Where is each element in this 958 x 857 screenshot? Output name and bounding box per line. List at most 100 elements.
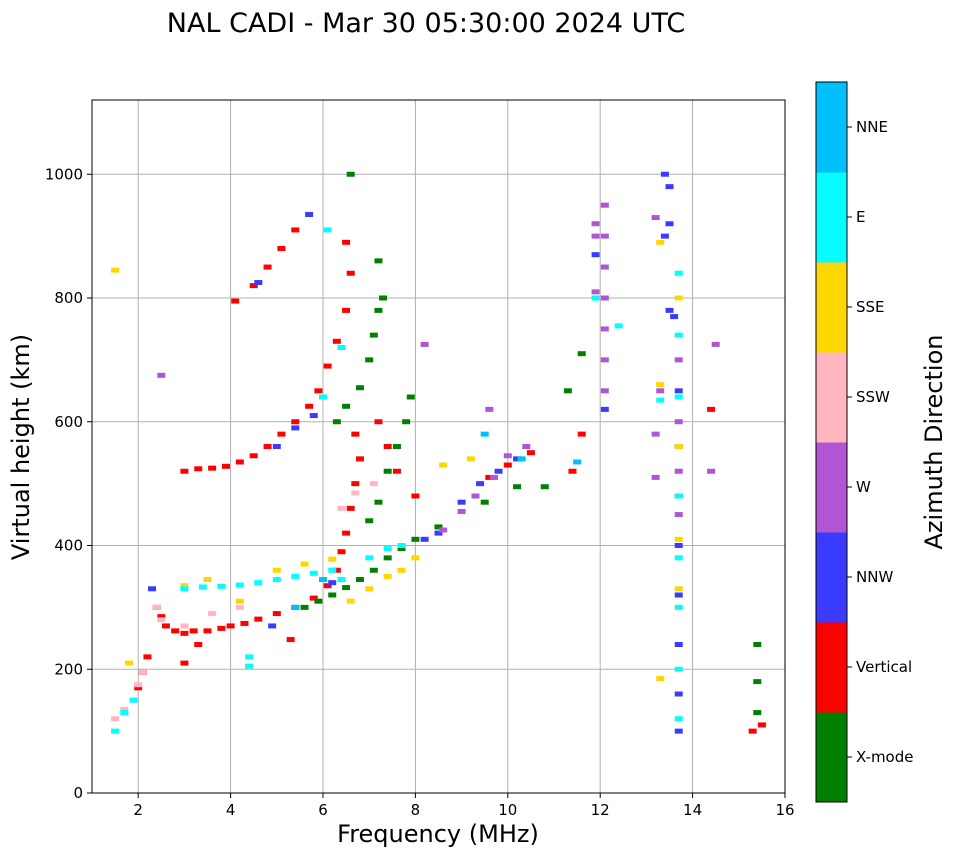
echo-point [374,307,383,313]
echo-point [471,493,480,499]
echo-point [674,295,683,301]
colorbar-segment [816,442,847,533]
echo-point [674,468,683,474]
colorbar-tick-label: X-mode [856,748,913,766]
echo-point [591,252,600,258]
x-tick-label: 16 [775,801,794,819]
echo-point [226,623,235,629]
echo-point [665,221,674,227]
x-tick-label: 12 [591,801,610,819]
echo-point [305,403,314,409]
echo-point [674,604,683,610]
y-tick-label: 800 [54,289,83,307]
y-axis-ticks: 0 200 400 600 800 1000 [45,165,92,802]
echo-point [194,466,203,472]
echo-point [503,453,512,459]
echo-point [337,549,346,555]
echo-point [660,233,669,239]
echo-point [337,505,346,511]
echo-point [111,728,120,734]
echo-point [286,637,295,643]
echo-point [591,289,600,295]
colorbar-segment [816,82,847,173]
echo-point [674,536,683,542]
echo-point [314,388,323,394]
echo-point [194,642,203,647]
echo-point [180,660,189,666]
echo-point [235,604,244,610]
echo-point [337,345,346,350]
echo-point [305,211,314,217]
echo-point [365,518,374,524]
echo-point [346,270,355,276]
echo-point [753,642,762,647]
echo-point [600,233,609,239]
echo-point [457,499,466,505]
echo-point [369,567,378,573]
colorbar-tick-label: E [856,208,865,226]
echo-point [198,584,207,590]
echo-point [480,499,489,505]
plot-frame [91,99,786,794]
echo-point [674,716,683,722]
echo-point [383,468,392,474]
echo-point [245,663,254,669]
colorbar-segment [816,262,847,353]
echo-point [332,338,341,344]
echo-point [476,481,485,487]
echo-point [513,456,522,462]
echo-point [374,499,383,505]
echo-point [392,444,401,449]
echo-point [392,468,401,474]
echo-point [268,623,277,629]
echo-point [111,267,120,273]
echo-point [674,357,683,363]
echo-point [480,431,489,437]
echo-point [355,456,364,462]
echo-point [245,654,254,660]
echo-point [365,586,374,592]
x-tick-label: 2 [133,801,143,819]
series-w [157,202,720,533]
echo-point [656,382,665,388]
echo-point [180,468,189,474]
echo-point [342,403,351,409]
echo-point [379,295,388,301]
echo-point [217,583,226,589]
echo-point [591,295,600,301]
echo-point [674,543,683,548]
echo-point [328,580,337,586]
x-tick-label: 14 [683,801,702,819]
echo-point [522,444,531,449]
echo-point [134,682,143,688]
echo-point [180,623,189,629]
echo-point [180,586,189,592]
echo-point [138,669,147,675]
echo-point [249,283,258,289]
echo-point [674,691,683,697]
y-tick-label: 0 [73,784,83,802]
echo-point [369,332,378,338]
series-x-mode [300,171,762,716]
echo-point [309,595,318,601]
echo-point [235,598,244,604]
echo-point [249,453,258,459]
echo-point [134,685,143,691]
echo-point [600,326,609,332]
echo-point [757,722,766,728]
echo-point [180,583,189,589]
echo-point [231,298,240,304]
echo-point [753,679,762,685]
series-nne [291,431,582,610]
colorbar-segment [816,172,847,263]
echo-point [277,246,286,251]
echo-point [397,543,406,548]
echo-point [573,459,582,465]
echo-point [439,462,448,468]
plot-background [92,100,785,793]
echo-point [152,604,161,610]
echo-point [157,617,166,623]
echo-point [674,586,683,592]
echo-point [319,394,327,400]
echo-point [323,363,332,369]
